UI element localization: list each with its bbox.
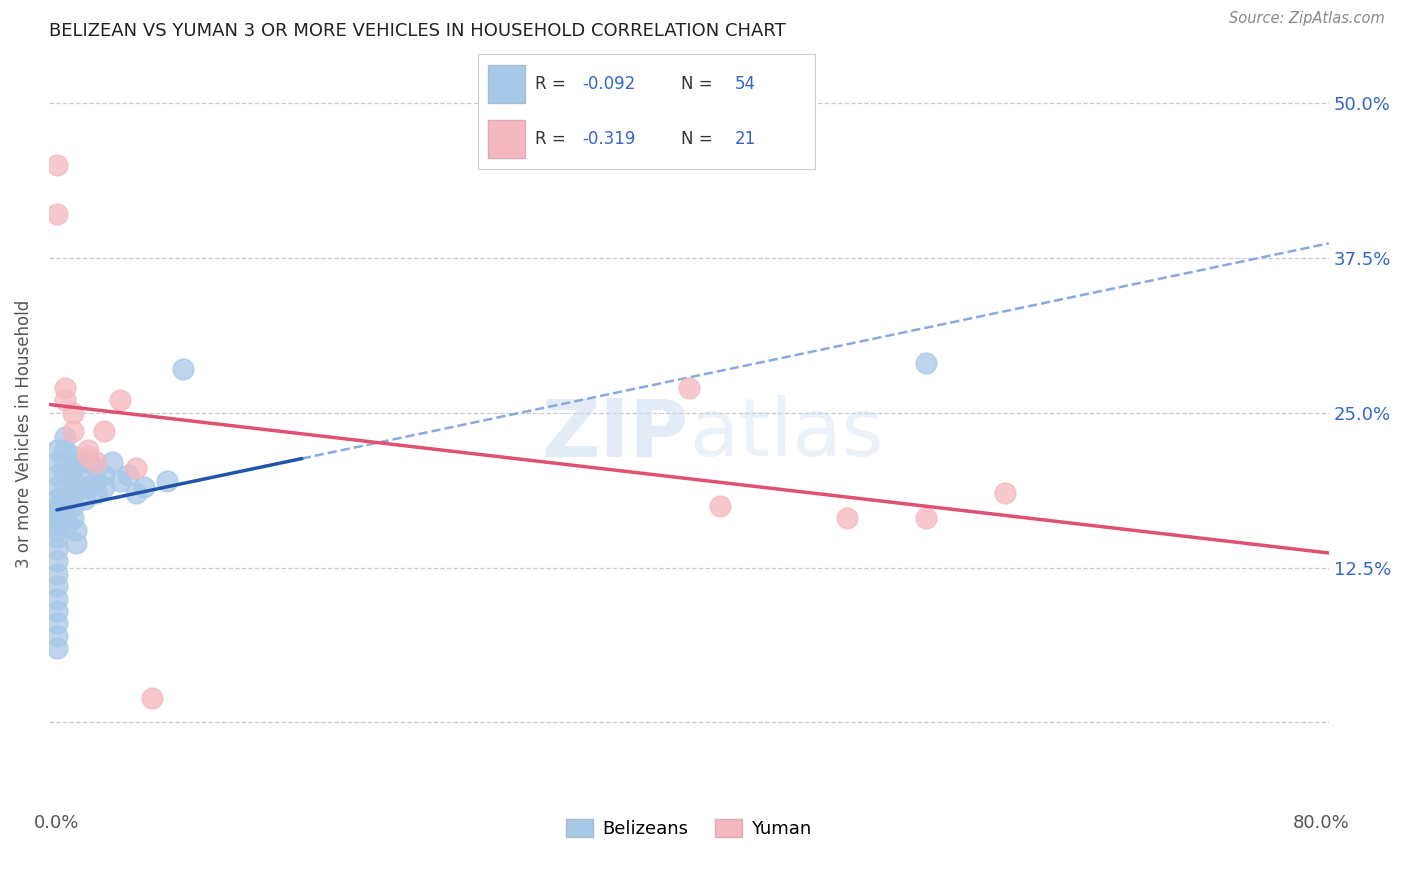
Point <box>172 362 194 376</box>
Text: 21: 21 <box>734 130 756 148</box>
Point <box>86 461 108 475</box>
Point <box>93 467 115 482</box>
Legend: Belizeans, Yuman: Belizeans, Yuman <box>558 812 818 845</box>
Point <box>62 449 84 463</box>
Point <box>108 393 131 408</box>
Point <box>117 467 139 482</box>
Point <box>45 541 67 556</box>
Text: R =: R = <box>536 130 571 148</box>
Point <box>53 442 76 457</box>
Point <box>45 505 67 519</box>
Point <box>835 511 858 525</box>
Point <box>108 474 131 488</box>
Point <box>915 356 938 370</box>
Point <box>77 455 100 469</box>
Point <box>45 530 67 544</box>
Point <box>53 492 76 507</box>
Point <box>45 442 67 457</box>
Point <box>75 492 97 507</box>
Point <box>45 517 67 532</box>
Point <box>62 474 84 488</box>
Point <box>125 461 148 475</box>
Point <box>156 474 179 488</box>
Point <box>93 480 115 494</box>
Point <box>101 455 124 469</box>
Point <box>62 406 84 420</box>
Point <box>45 616 67 631</box>
Point <box>53 430 76 444</box>
Point <box>56 517 79 532</box>
Point <box>45 467 67 482</box>
Point <box>141 690 163 705</box>
Point <box>132 480 155 494</box>
Point <box>45 492 67 507</box>
Point <box>45 455 67 469</box>
Point <box>45 158 67 172</box>
Point <box>915 511 938 525</box>
Point <box>53 455 76 469</box>
Point <box>53 467 76 482</box>
Point <box>45 480 67 494</box>
Point <box>77 480 100 494</box>
Text: 54: 54 <box>734 75 755 93</box>
Point <box>65 524 87 538</box>
Point <box>86 486 108 500</box>
Point <box>77 449 100 463</box>
Point <box>53 393 76 408</box>
Text: ZIP: ZIP <box>541 395 689 474</box>
Point <box>45 579 67 593</box>
Point <box>53 505 76 519</box>
Text: N =: N = <box>681 75 717 93</box>
Point <box>45 499 67 513</box>
Point <box>65 535 87 549</box>
Text: atlas: atlas <box>689 395 883 474</box>
Text: BELIZEAN VS YUMAN 3 OR MORE VEHICLES IN HOUSEHOLD CORRELATION CHART: BELIZEAN VS YUMAN 3 OR MORE VEHICLES IN … <box>49 22 786 40</box>
Point <box>45 604 67 618</box>
Point <box>45 641 67 656</box>
Point <box>45 566 67 581</box>
Y-axis label: 3 or more Vehicles in Household: 3 or more Vehicles in Household <box>15 301 32 568</box>
Point <box>125 486 148 500</box>
Point <box>62 486 84 500</box>
Point <box>994 486 1017 500</box>
Point <box>678 381 700 395</box>
Point <box>709 499 731 513</box>
Point <box>62 511 84 525</box>
Text: R =: R = <box>536 75 571 93</box>
Point <box>53 480 76 494</box>
Point <box>53 381 76 395</box>
Point <box>45 554 67 568</box>
Point <box>62 461 84 475</box>
Bar <box>488 120 526 158</box>
Point <box>86 455 108 469</box>
Point <box>45 511 67 525</box>
Point <box>77 442 100 457</box>
Point <box>75 480 97 494</box>
Text: -0.092: -0.092 <box>582 75 636 93</box>
Point <box>86 474 108 488</box>
Point <box>69 455 91 469</box>
Text: N =: N = <box>681 130 717 148</box>
Point <box>45 591 67 606</box>
Point <box>45 524 67 538</box>
Point <box>45 629 67 643</box>
Point <box>62 424 84 438</box>
Point <box>62 499 84 513</box>
Text: Source: ZipAtlas.com: Source: ZipAtlas.com <box>1229 11 1385 26</box>
Bar <box>488 65 526 103</box>
Point <box>69 467 91 482</box>
Text: -0.319: -0.319 <box>582 130 636 148</box>
Point <box>45 207 67 221</box>
Point <box>93 424 115 438</box>
